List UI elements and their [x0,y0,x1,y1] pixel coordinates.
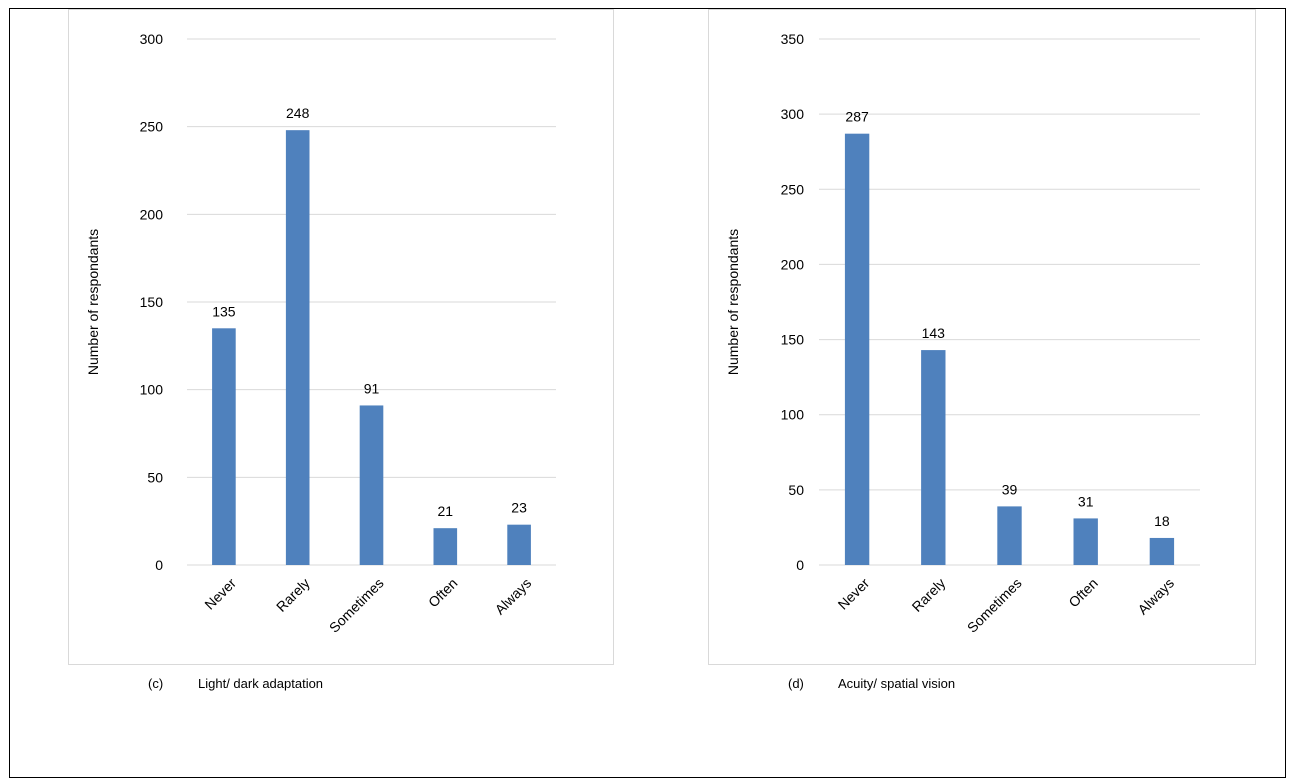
y-tick-label-c: 150 [140,294,164,310]
bar-d [1149,537,1175,565]
y-tick-label-d: 250 [781,181,805,197]
y-tick-label-c: 0 [155,557,163,573]
category-label-c: Never [201,575,239,613]
chart-panel-d: 0 50 100 150 200 250 300 350 Number of respondan… [708,9,1256,665]
category-label-c: Sometimes [326,575,387,636]
category-label-d: Always [1134,575,1177,618]
caption-d: (d) Acuity/ spatial vision [788,676,955,691]
category-label-d: Rarely [909,575,949,615]
y-tick-label-c: 100 [140,382,164,398]
data-label-d: 287 [845,109,869,125]
category-label-d: Often [1065,575,1101,611]
caption-c: (c) Light/ dark adaptation [148,676,323,691]
y-tick-label-c: 300 [140,31,164,47]
data-label-c: 248 [286,105,310,121]
y-tick-label-d: 350 [781,31,805,47]
caption-c-tag: (c) [148,676,164,691]
caption-d-tag: (d) [788,676,804,691]
bar-c [433,528,458,565]
bar-c [212,328,236,565]
y-axis-label-d: Number of respondants [725,229,741,375]
y-tick-label-c: 200 [140,206,164,222]
y-tick-label-d: 50 [788,482,804,498]
caption-d-text: Acuity/ spatial vision [838,676,956,691]
data-label-d: 39 [1002,481,1018,497]
bar-d [921,350,946,565]
bar-d [997,506,1022,565]
data-label-d: 143 [922,325,946,341]
chart-panel-c: 0 50 100 150 200 250 300 Number of respondants 1… [68,9,614,665]
y-axis-label-c: Number of respondants [85,229,101,375]
y-tick-label-d: 200 [781,256,805,272]
bar-chart-c: 0 50 100 150 200 250 300 Number of respondants 1… [85,31,556,636]
bar-d [844,133,870,565]
data-label-d: 18 [1154,513,1170,529]
y-tick-label-d: 150 [781,332,805,348]
data-label-c: 135 [212,303,236,319]
y-tick-label-d: 0 [796,557,804,573]
caption-c-text: Light/ dark adaptation [198,676,324,691]
category-label-c: Always [492,575,535,618]
category-label-c: Often [425,575,461,611]
data-label-c: 91 [364,380,380,396]
y-tick-label-d: 300 [781,106,805,122]
category-label-d: Sometimes [964,575,1025,636]
bar-chart-d: 0 50 100 150 200 250 300 350 Number of respondan… [725,31,1200,636]
bar-c [359,405,384,565]
y-tick-label-c: 50 [147,469,163,485]
data-label-c: 23 [511,500,527,516]
bar-c [507,524,531,565]
y-tick-label-d: 100 [781,407,805,423]
category-label-c: Rarely [273,575,313,615]
data-label-d: 31 [1078,493,1094,509]
bar-c [285,130,310,565]
category-label-d: Never [835,575,873,613]
bar-d [1073,518,1098,565]
y-tick-label-c: 250 [140,119,164,135]
data-label-c: 21 [438,503,454,519]
